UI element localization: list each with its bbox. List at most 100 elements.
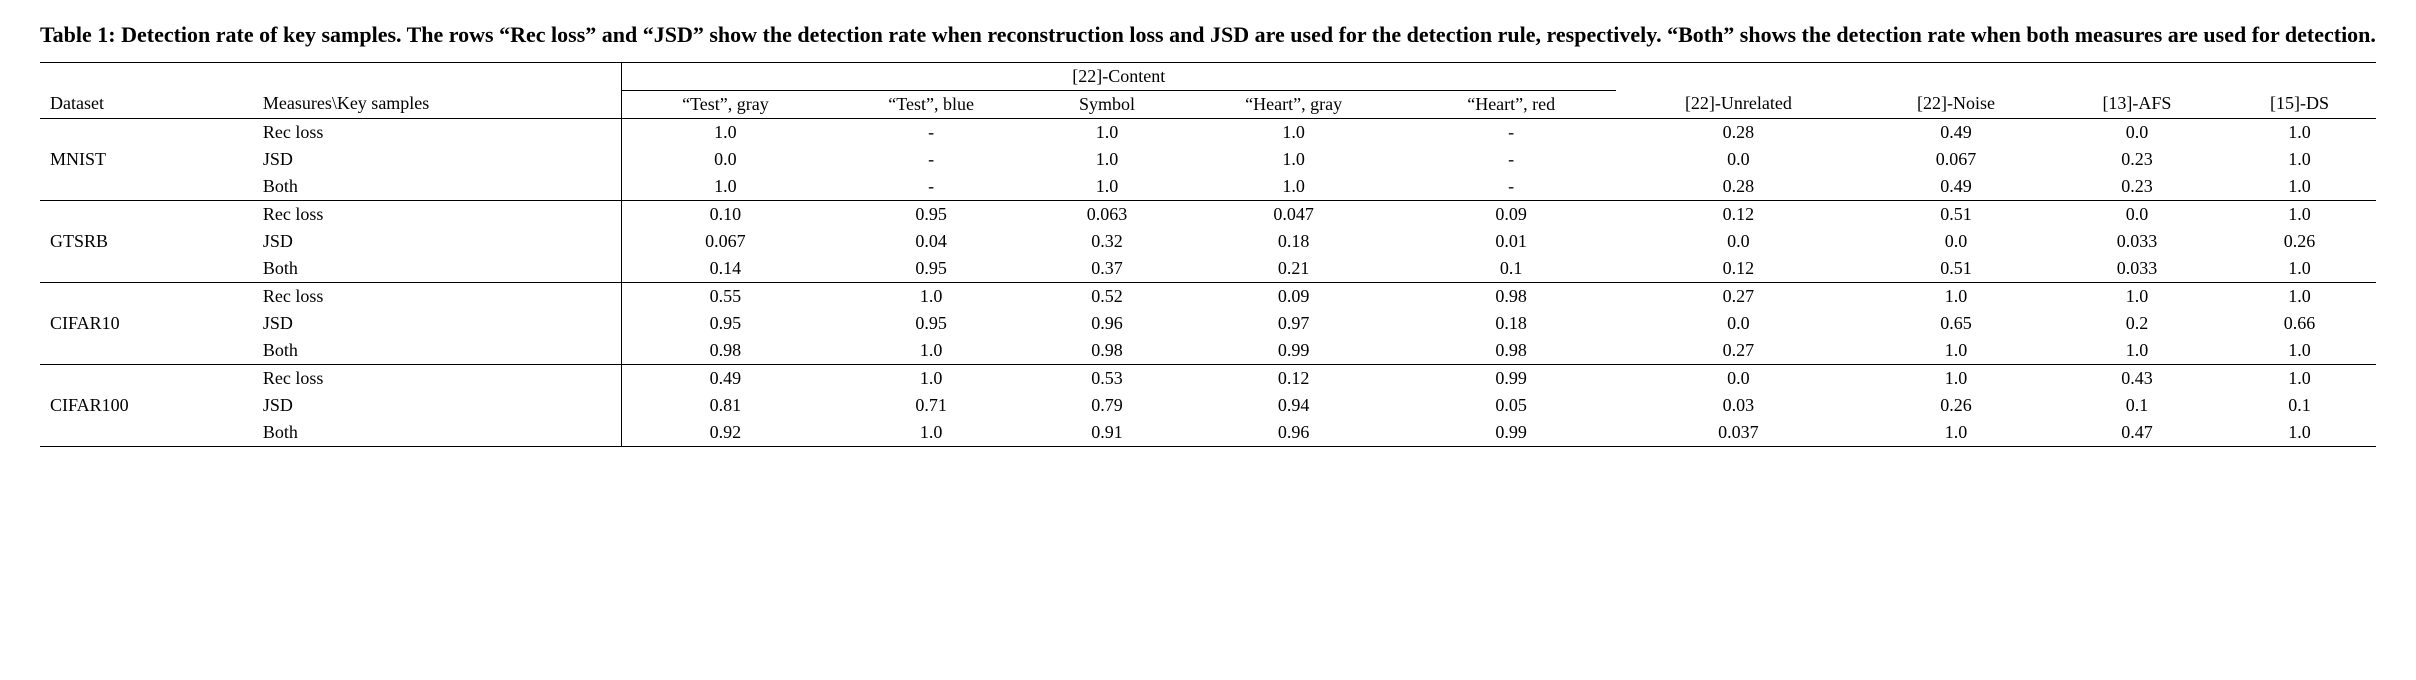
data-cell: 1.0 — [1180, 146, 1406, 173]
data-cell: 0.18 — [1180, 228, 1406, 255]
data-cell: 0.28 — [1616, 173, 1862, 201]
data-cell: 0.01 — [1407, 228, 1616, 255]
col-group-content: [22]-Content — [621, 62, 1615, 90]
data-cell: 1.0 — [2223, 364, 2376, 392]
data-cell: 0.23 — [2051, 173, 2223, 201]
col-afs: [13]-AFS — [2051, 90, 2223, 118]
data-cell: - — [829, 173, 1034, 201]
data-cell: 0.0 — [621, 146, 828, 173]
data-cell: 1.0 — [1861, 282, 2051, 310]
data-cell: 0.0 — [2051, 118, 2223, 146]
data-cell: 0.55 — [621, 282, 828, 310]
data-cell: 1.0 — [2223, 419, 2376, 447]
dataset-name: GTSRB — [40, 200, 253, 282]
measure-label: Rec loss — [253, 364, 622, 392]
data-cell: 1.0 — [2051, 282, 2223, 310]
data-cell: 0.12 — [1616, 255, 1862, 283]
data-cell: 0.0 — [1861, 228, 2051, 255]
data-cell: 0.1 — [2051, 392, 2223, 419]
table-header: [22]-Content Dataset Measures\Key sample… — [40, 62, 2376, 118]
data-cell: 0.0 — [1616, 228, 1862, 255]
data-cell: 0.79 — [1033, 392, 1180, 419]
data-cell: 0.067 — [621, 228, 828, 255]
data-cell: 0.0 — [1616, 364, 1862, 392]
measure-label: JSD — [253, 392, 622, 419]
data-cell: 0.0 — [2051, 200, 2223, 228]
data-cell: 1.0 — [829, 364, 1034, 392]
data-cell: 0.28 — [1616, 118, 1862, 146]
data-cell: 0.95 — [829, 200, 1034, 228]
data-cell: 0.09 — [1180, 282, 1406, 310]
data-cell: 0.98 — [1033, 337, 1180, 365]
col-measures — [253, 62, 622, 90]
data-cell: 0.0 — [1616, 310, 1862, 337]
col-noise: [22]-Noise — [1861, 90, 2051, 118]
data-cell: 0.04 — [829, 228, 1034, 255]
data-cell: 0.26 — [1861, 392, 2051, 419]
data-cell: 0.49 — [1861, 173, 2051, 201]
data-cell: 0.12 — [1180, 364, 1406, 392]
data-cell: 0.95 — [621, 310, 828, 337]
data-cell: 0.047 — [1180, 200, 1406, 228]
measure-label: Both — [253, 255, 622, 283]
data-cell: 0.067 — [1861, 146, 2051, 173]
data-cell: 0.033 — [2051, 228, 2223, 255]
data-cell: 1.0 — [829, 337, 1034, 365]
dataset-name: MNIST — [40, 118, 253, 200]
col-ds: [15]-DS — [2223, 90, 2376, 118]
table-body: MNISTRec loss1.0-1.01.0-0.280.490.01.0JS… — [40, 118, 2376, 446]
measure-label: Both — [253, 173, 622, 201]
col-heart-gray: “Heart”, gray — [1180, 90, 1406, 118]
data-cell: 1.0 — [2223, 282, 2376, 310]
data-cell: 1.0 — [1861, 419, 2051, 447]
data-cell: 0.0 — [1616, 146, 1862, 173]
col-spacer — [2223, 62, 2376, 90]
measure-label: Rec loss — [253, 282, 622, 310]
data-cell: 0.32 — [1033, 228, 1180, 255]
data-cell: 0.063 — [1033, 200, 1180, 228]
data-cell: 0.2 — [2051, 310, 2223, 337]
data-cell: 1.0 — [1033, 173, 1180, 201]
data-cell: 0.12 — [1616, 200, 1862, 228]
data-cell: 0.1 — [2223, 392, 2376, 419]
measure-label: JSD — [253, 228, 622, 255]
data-cell: 1.0 — [1180, 173, 1406, 201]
data-cell: 0.10 — [621, 200, 828, 228]
data-cell: - — [1407, 118, 1616, 146]
data-cell: 1.0 — [2223, 146, 2376, 173]
data-cell: 0.18 — [1407, 310, 1616, 337]
data-cell: 0.37 — [1033, 255, 1180, 283]
data-cell: 1.0 — [2223, 337, 2376, 365]
data-cell: 0.98 — [1407, 282, 1616, 310]
data-cell: 0.52 — [1033, 282, 1180, 310]
data-cell: 1.0 — [829, 282, 1034, 310]
measure-label: Rec loss — [253, 118, 622, 146]
measure-label: Rec loss — [253, 200, 622, 228]
data-cell: 1.0 — [1861, 364, 2051, 392]
data-cell: 1.0 — [1033, 146, 1180, 173]
data-cell: 0.09 — [1407, 200, 1616, 228]
dataset-name: CIFAR10 — [40, 282, 253, 364]
measure-label: JSD — [253, 146, 622, 173]
data-cell: 0.27 — [1616, 282, 1862, 310]
data-cell: 1.0 — [2051, 337, 2223, 365]
data-cell: 0.97 — [1180, 310, 1406, 337]
data-cell: 0.98 — [621, 337, 828, 365]
data-cell: 0.14 — [621, 255, 828, 283]
data-cell: 1.0 — [2223, 118, 2376, 146]
data-cell: 0.05 — [1407, 392, 1616, 419]
data-cell: 0.66 — [2223, 310, 2376, 337]
measure-label: Both — [253, 419, 622, 447]
data-cell: 0.53 — [1033, 364, 1180, 392]
data-cell: 0.94 — [1180, 392, 1406, 419]
data-cell: 1.0 — [1033, 118, 1180, 146]
data-cell: 0.99 — [1407, 364, 1616, 392]
data-cell: 1.0 — [621, 173, 828, 201]
data-cell: 1.0 — [2223, 173, 2376, 201]
data-cell: 0.99 — [1407, 419, 1616, 447]
col-measures-label: Measures\Key samples — [253, 90, 622, 118]
data-cell: 0.21 — [1180, 255, 1406, 283]
data-cell: 0.96 — [1033, 310, 1180, 337]
table-caption: Table 1: Detection rate of key samples. … — [40, 20, 2376, 50]
data-cell: 0.47 — [2051, 419, 2223, 447]
